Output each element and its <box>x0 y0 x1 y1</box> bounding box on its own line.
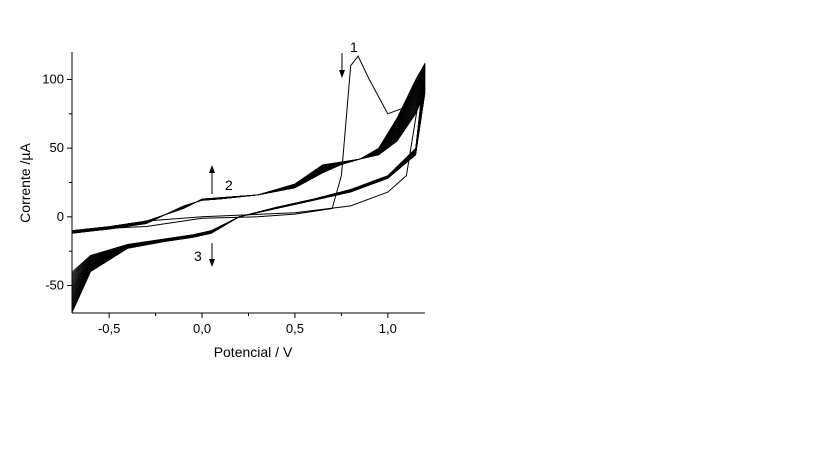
cycle-curve <box>71 64 426 312</box>
annotation-1-label: 1 <box>350 39 358 55</box>
cycle-curve <box>71 70 426 303</box>
cycle-curve <box>71 75 426 297</box>
cycle-curve <box>71 78 426 293</box>
x-tick-label: 0,5 <box>286 321 304 336</box>
y-axis-ticks: -50 0 50 100 <box>42 71 72 293</box>
cycle-curve <box>71 62 426 314</box>
cycle-curve <box>71 76 426 296</box>
cycle-curve <box>71 71 426 302</box>
y-axis-title: Corrente /µA <box>17 143 33 223</box>
annotation-3-arrowhead <box>209 259 215 267</box>
cycle-curve <box>71 69 426 305</box>
cycle-curve <box>71 66 426 308</box>
voltammogram-curves <box>71 55 426 314</box>
annotations: 1 2 3 <box>194 39 358 267</box>
cycle-curve <box>71 69 426 304</box>
cycle-curve <box>71 67 426 307</box>
cycle-curve <box>71 80 426 289</box>
y-tick-label: 0 <box>57 209 64 224</box>
y-tick-label: 100 <box>42 71 64 86</box>
cycle-curve <box>71 81 426 288</box>
x-tick-label: 0,0 <box>193 321 211 336</box>
cycle-curve <box>71 72 426 300</box>
plot-area: -0,5 0,0 0,5 1,0 -50 0 50 100 <box>42 52 426 336</box>
annotation-1-arrowhead <box>339 70 345 78</box>
cycle-curve <box>71 65 426 309</box>
cycle-curve <box>71 68 426 306</box>
cycle-curve <box>71 74 426 298</box>
y-tick-label: -50 <box>45 278 64 293</box>
annotation-3-label: 3 <box>194 248 202 264</box>
cycle-curve <box>71 63 426 313</box>
cycle-1-curve <box>71 55 424 234</box>
x-axis-ticks: -0,5 0,0 0,5 1,0 <box>98 313 397 336</box>
x-tick-label: -0,5 <box>98 321 120 336</box>
cycle-curve <box>71 72 426 301</box>
annotation-2-arrowhead <box>209 165 215 173</box>
cycle-curve <box>71 76 426 295</box>
cycle-curve <box>71 79 426 291</box>
cycle-curve <box>71 73 426 299</box>
cycle-curve <box>71 79 426 290</box>
x-tick-label: 1,0 <box>379 321 397 336</box>
annotation-2-label: 2 <box>225 177 233 193</box>
cycle-curve <box>71 65 426 310</box>
x-axis-title: Potencial / V <box>214 344 293 360</box>
cycle-curve <box>71 77 426 294</box>
y-tick-label: 50 <box>50 140 64 155</box>
